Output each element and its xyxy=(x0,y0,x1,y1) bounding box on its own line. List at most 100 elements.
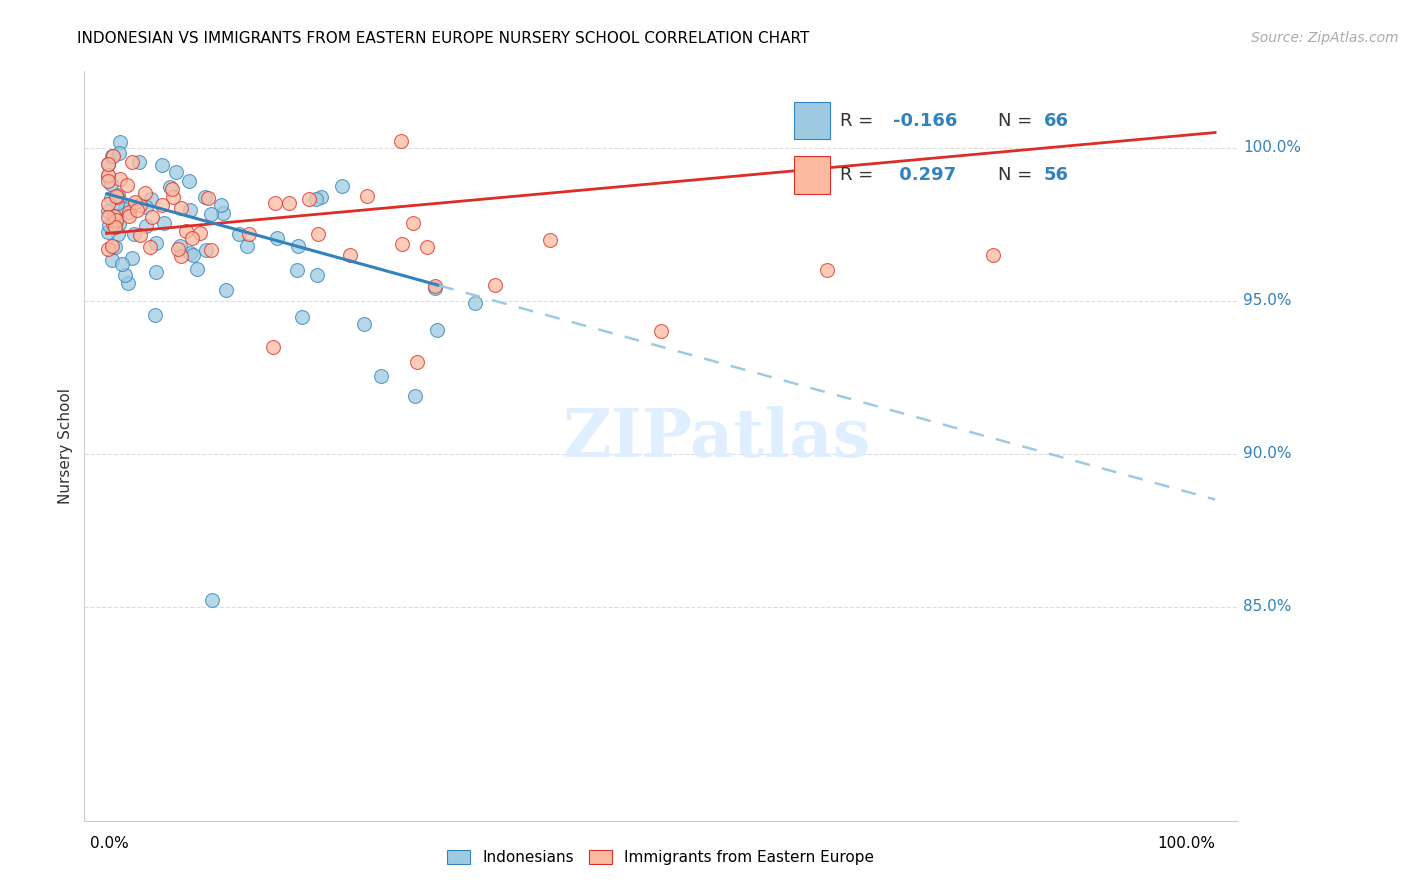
Point xyxy=(194,189,217,203)
Point xyxy=(186,261,208,276)
Point xyxy=(101,239,124,253)
Point xyxy=(389,134,412,148)
Point xyxy=(138,240,160,254)
Point xyxy=(262,340,284,354)
Point xyxy=(160,181,183,195)
Point xyxy=(402,216,425,230)
Point xyxy=(278,195,301,210)
Point xyxy=(174,224,197,238)
Point xyxy=(141,210,163,224)
Point xyxy=(404,389,426,403)
Point xyxy=(212,206,235,220)
Point xyxy=(134,186,156,200)
Point xyxy=(484,278,506,293)
Text: 100.0%: 100.0% xyxy=(1157,836,1215,851)
Point xyxy=(285,262,308,277)
Point xyxy=(188,226,211,240)
Point xyxy=(162,190,184,204)
Point xyxy=(150,198,173,212)
Text: 0.0%: 0.0% xyxy=(90,836,129,851)
Point xyxy=(117,178,139,193)
FancyBboxPatch shape xyxy=(794,156,830,194)
Point xyxy=(815,263,838,277)
Point xyxy=(291,310,314,325)
Point xyxy=(153,216,176,230)
Text: R =: R = xyxy=(841,112,873,129)
Point xyxy=(159,180,181,194)
Point xyxy=(114,202,136,216)
Point xyxy=(309,190,332,204)
Point xyxy=(108,145,131,160)
Point xyxy=(356,189,378,203)
Text: 66: 66 xyxy=(1045,112,1069,129)
Point xyxy=(391,236,413,251)
Point xyxy=(105,216,128,230)
Point xyxy=(124,195,146,210)
Point xyxy=(117,209,139,223)
Point xyxy=(330,179,353,194)
Point xyxy=(103,209,125,223)
Point xyxy=(118,198,141,212)
Text: -0.166: -0.166 xyxy=(893,112,957,129)
Point xyxy=(107,227,129,241)
Point xyxy=(97,219,120,233)
Point xyxy=(101,149,124,163)
Point xyxy=(139,192,162,206)
Point xyxy=(97,242,120,256)
Point xyxy=(179,246,201,260)
Legend: Indonesians, Immigrants from Eastern Europe: Indonesians, Immigrants from Eastern Eur… xyxy=(440,843,882,873)
Point xyxy=(97,168,120,182)
Point xyxy=(128,227,150,242)
Point xyxy=(423,281,446,295)
Point xyxy=(135,219,157,233)
Text: 0.297: 0.297 xyxy=(893,166,956,184)
Point xyxy=(201,593,224,607)
Text: 90.0%: 90.0% xyxy=(1243,446,1291,461)
Point xyxy=(114,268,136,283)
Point xyxy=(181,230,204,244)
Point xyxy=(105,189,128,203)
Text: R =: R = xyxy=(841,166,873,184)
Point xyxy=(121,155,143,169)
Point xyxy=(266,231,288,245)
Point xyxy=(128,155,150,169)
Point xyxy=(97,157,120,171)
Text: Source: ZipAtlas.com: Source: ZipAtlas.com xyxy=(1251,31,1399,45)
Text: N =: N = xyxy=(998,112,1032,129)
Point xyxy=(104,220,127,235)
Point xyxy=(108,217,131,231)
Point xyxy=(200,207,222,221)
Point xyxy=(209,198,232,212)
Point xyxy=(111,257,134,271)
Point xyxy=(169,249,191,263)
Point xyxy=(238,227,260,241)
Point xyxy=(538,233,561,247)
Point xyxy=(105,212,128,227)
Point xyxy=(370,368,392,383)
Point xyxy=(97,169,120,184)
Point xyxy=(464,295,486,310)
Point xyxy=(145,265,167,279)
Point xyxy=(101,149,124,163)
Point xyxy=(236,239,259,253)
Point xyxy=(150,158,173,172)
Point xyxy=(145,235,167,250)
Point xyxy=(214,283,236,297)
Point xyxy=(339,248,361,262)
Point xyxy=(118,205,141,219)
Text: ZIPatlas: ZIPatlas xyxy=(562,406,870,471)
Point xyxy=(307,268,329,282)
Point xyxy=(97,157,120,171)
Point xyxy=(100,253,122,268)
Point xyxy=(117,276,139,290)
Point xyxy=(264,195,287,210)
Point xyxy=(135,200,157,214)
Point xyxy=(100,191,122,205)
Text: 100.0%: 100.0% xyxy=(1243,140,1301,155)
Point xyxy=(167,242,190,256)
Point xyxy=(97,174,120,188)
Point xyxy=(228,227,250,241)
Point xyxy=(169,239,191,253)
Point xyxy=(183,248,205,262)
Point xyxy=(143,308,166,322)
